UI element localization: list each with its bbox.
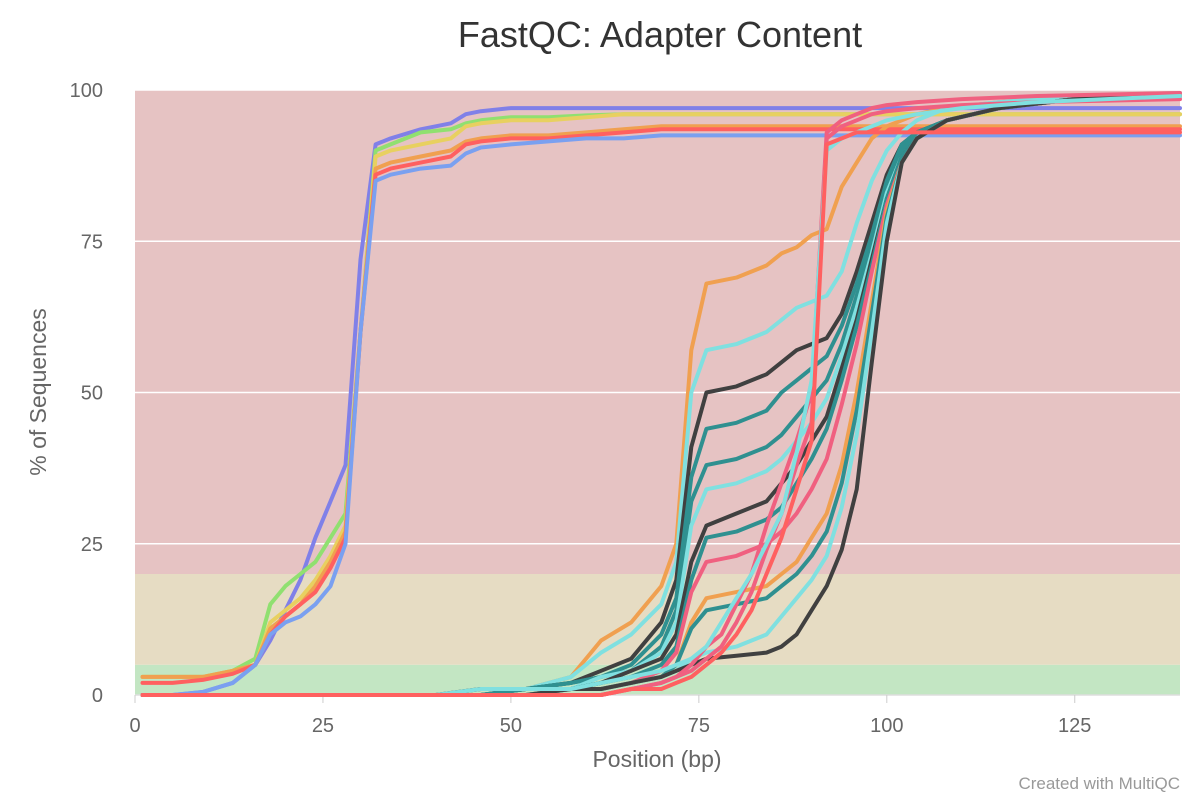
series-line-21[interactable] bbox=[140, 94, 1182, 697]
x-tick-label: 100 bbox=[870, 715, 903, 737]
y-axis: 0 25 50 75 100 bbox=[70, 80, 103, 707]
series-line-22[interactable] bbox=[140, 130, 1182, 697]
x-axis-title: Position (bp) bbox=[592, 746, 721, 772]
y-tick-label: 0 bbox=[92, 685, 103, 707]
series-line-0[interactable] bbox=[140, 106, 1182, 697]
y-tick-label: 75 bbox=[81, 231, 103, 253]
multiqc-credit-link[interactable]: Created with MultiQC bbox=[1018, 774, 1180, 793]
y-tick-label: 50 bbox=[81, 383, 103, 405]
y-tick-label: 100 bbox=[70, 80, 103, 102]
chart-title: FastQC: Adapter Content bbox=[457, 14, 863, 55]
threshold-bands bbox=[135, 90, 1180, 695]
band-2 bbox=[135, 90, 1180, 574]
series-line-5[interactable] bbox=[140, 133, 1182, 697]
x-tick-label: 25 bbox=[312, 715, 334, 737]
series-lines bbox=[140, 91, 1182, 697]
x-axis: 0 25 50 75 100 125 bbox=[129, 694, 1180, 737]
x-tick-label: 75 bbox=[688, 715, 710, 737]
x-tick-label: 125 bbox=[1058, 715, 1091, 737]
y-axis-title: % of Sequences bbox=[25, 308, 51, 476]
x-tick-label: 50 bbox=[500, 715, 522, 737]
x-tick-label: 0 bbox=[129, 715, 140, 737]
y-tick-label: 25 bbox=[81, 534, 103, 556]
series-line-3[interactable] bbox=[140, 124, 1182, 679]
